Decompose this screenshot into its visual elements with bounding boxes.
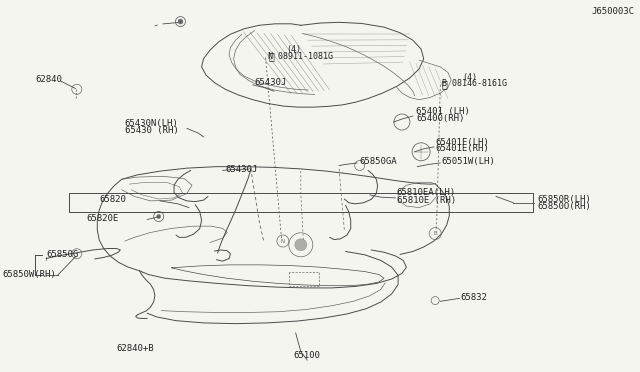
Circle shape (157, 215, 161, 218)
Text: 65850GA: 65850GA (360, 157, 397, 166)
Text: 65850O(RH): 65850O(RH) (538, 202, 591, 211)
Text: ⒵: ⒵ (269, 52, 275, 61)
Text: 65400(RH): 65400(RH) (416, 114, 465, 123)
Text: 65401E(RH): 65401E(RH) (435, 144, 489, 153)
Text: 65401F(LH): 65401F(LH) (435, 138, 489, 147)
Text: B 08146-8161G: B 08146-8161G (442, 79, 507, 88)
Text: 65820E: 65820E (86, 214, 118, 223)
Text: 65820: 65820 (99, 195, 126, 204)
Text: N: N (281, 238, 285, 244)
Text: 65051W(LH): 65051W(LH) (442, 157, 495, 166)
Text: 65810EA(LH): 65810EA(LH) (397, 188, 456, 197)
Text: J650003C: J650003C (592, 7, 635, 16)
Text: 65401 (LH): 65401 (LH) (416, 107, 470, 116)
Text: 65810E (RH): 65810E (RH) (397, 196, 456, 205)
Circle shape (178, 19, 183, 24)
Text: 65430J: 65430J (225, 165, 257, 174)
Text: 65832: 65832 (461, 293, 488, 302)
Text: (4): (4) (287, 45, 301, 54)
Text: 65100: 65100 (294, 351, 321, 360)
Circle shape (295, 239, 307, 251)
Text: 62840+B: 62840+B (116, 344, 154, 353)
Text: 65850R(LH): 65850R(LH) (538, 195, 591, 203)
Text: 65430 (RH): 65430 (RH) (125, 126, 179, 135)
Text: Ⓑ: Ⓑ (442, 79, 447, 89)
Text: 65430N(LH): 65430N(LH) (125, 119, 179, 128)
Text: 65850W(RH): 65850W(RH) (3, 270, 56, 279)
Text: N 08911-1081G: N 08911-1081G (268, 52, 333, 61)
Text: 65430J: 65430J (255, 78, 287, 87)
Text: B: B (433, 231, 437, 236)
Text: 65850G: 65850G (46, 250, 78, 259)
Text: (4): (4) (463, 73, 477, 81)
Text: 62840: 62840 (35, 76, 62, 84)
